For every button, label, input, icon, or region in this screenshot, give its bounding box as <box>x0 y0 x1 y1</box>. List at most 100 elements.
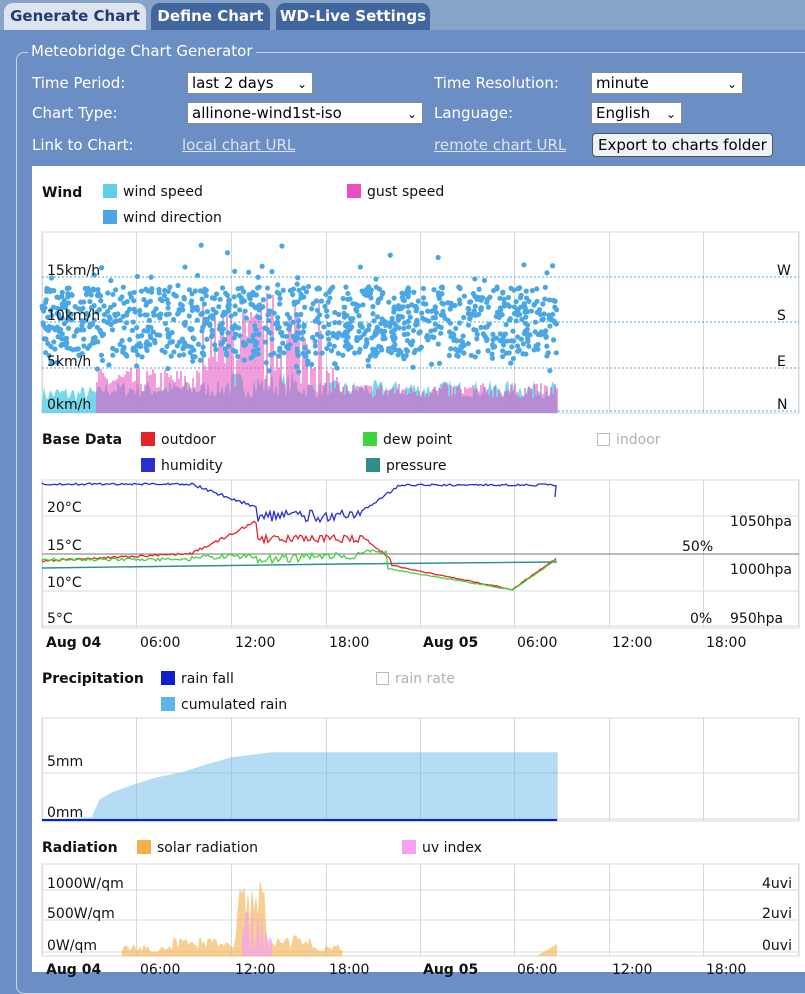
legend-wind-speed[interactable]: wind speed <box>103 184 203 200</box>
outdoor-line <box>41 520 557 591</box>
wind-direction-point <box>121 325 127 331</box>
wind-direction-point <box>242 308 248 314</box>
legend-uv-index[interactable]: uv index <box>402 840 482 856</box>
legend-wind-direction[interactable]: wind direction <box>103 210 222 226</box>
chart-type-select[interactable]: allinone-wind1st-iso ⌄ <box>187 102 423 124</box>
x-axis-tick: Aug 05 <box>423 962 479 978</box>
wind-direction-point <box>48 275 55 281</box>
chevron-down-icon: ⌄ <box>726 77 737 91</box>
wind-direction-point <box>132 309 138 315</box>
wind-direction-point <box>150 329 156 335</box>
wind-direction-point <box>280 340 286 346</box>
wind-direction-point <box>199 328 205 334</box>
legend-pressure[interactable]: pressure <box>366 458 446 474</box>
wind-direction-point <box>410 364 416 370</box>
x-axis-tick: Aug 04 <box>46 635 102 651</box>
legend-cumulated-rain[interactable]: cumulated rain <box>161 697 287 713</box>
wind-direction-point <box>363 292 369 299</box>
time-resolution-select[interactable]: minute ⌄ <box>591 72 743 94</box>
wind-direction-point <box>515 348 521 354</box>
wind-direction-point <box>412 303 418 310</box>
wind-direction-point <box>240 339 247 346</box>
wind-direction-point <box>319 350 325 356</box>
legend-rain-rate[interactable]: rain rate <box>376 671 455 687</box>
wind-direction-point <box>44 285 50 292</box>
wind-direction-point <box>534 298 540 304</box>
wind-direction-point <box>354 308 360 314</box>
wind-direction-point <box>232 311 238 317</box>
wind-direction-point <box>192 354 198 360</box>
wind-direction-point <box>176 352 182 358</box>
wind-direction-point <box>549 263 556 269</box>
wind-direction-point <box>251 332 257 338</box>
wind-direction-point <box>324 345 330 352</box>
wind-direction-point <box>246 269 252 275</box>
x-axis-tick: Aug 05 <box>423 635 479 651</box>
wind-direction-point <box>108 277 114 284</box>
wind-direction-point <box>194 307 201 313</box>
radiation-y-tick: 1000W/qm <box>47 876 124 892</box>
wind-direction-point <box>299 336 305 342</box>
wind-direction-point <box>505 294 512 301</box>
wind-direction-point <box>219 330 225 336</box>
wind-direction-point <box>472 303 478 309</box>
wind-direction-point <box>428 328 434 334</box>
pressure-y-tick: 1000hpa <box>730 562 792 578</box>
wind-direction-point <box>360 302 366 308</box>
local-chart-url-link[interactable]: local chart URL <box>182 136 296 154</box>
wind-direction-point <box>165 365 171 372</box>
wind-direction-point <box>182 264 188 270</box>
wind-direction-point <box>181 320 187 326</box>
wind-direction-point <box>300 285 307 291</box>
wind-direction-point <box>216 326 222 332</box>
legend-solar-radiation[interactable]: solar radiation <box>137 840 258 856</box>
wind-direction-point <box>296 369 302 375</box>
time-period-select[interactable]: last 2 days ⌄ <box>187 72 313 94</box>
wind-direction-point <box>317 333 323 339</box>
wind-direction-point <box>156 286 162 293</box>
x-axis-tick: 06:00 <box>140 962 181 978</box>
humidity-line <box>41 482 557 524</box>
tab-define-chart[interactable]: Define Chart <box>151 3 270 30</box>
legend-indoor[interactable]: indoor <box>597 432 661 448</box>
wind-direction-point <box>312 318 318 324</box>
wind-direction-point <box>291 301 298 308</box>
language-select[interactable]: English ⌄ <box>591 102 682 124</box>
wind-direction-point <box>389 315 395 321</box>
legend-dew-point[interactable]: dew point <box>363 432 452 448</box>
wind-direction-point <box>210 306 216 313</box>
wind-direction-point <box>446 352 452 359</box>
wind-direction-point <box>204 336 210 342</box>
tab-bar: Generate Chart Define Chart WD-Live Sett… <box>0 0 805 30</box>
wind-direction-point <box>531 302 537 308</box>
wind-direction-point <box>515 286 521 292</box>
wind-direction-point <box>465 340 471 347</box>
legend-humidity[interactable]: humidity <box>141 458 223 474</box>
tab-generate-chart[interactable]: Generate Chart <box>4 3 146 30</box>
legend-gust-speed[interactable]: gust speed <box>347 184 444 200</box>
wind-direction-point <box>108 321 114 328</box>
wind-direction-point <box>149 285 155 292</box>
export-to-charts-folder-button[interactable]: Export to charts folder <box>592 133 773 157</box>
wind-direction-point <box>112 311 118 317</box>
wind-direction-point <box>49 312 55 319</box>
wind-direction-point <box>497 311 503 317</box>
wind-direction-point <box>269 269 275 275</box>
wind-direction-point <box>551 318 557 324</box>
legend-outdoor[interactable]: outdoor <box>141 432 216 448</box>
uv-y-tick: 4uvi <box>762 876 792 892</box>
wind-direction-point <box>432 321 438 327</box>
wind-direction-point <box>521 262 527 268</box>
x-axis-tick: 12:00 <box>235 635 276 651</box>
wind-direction-point <box>269 336 275 342</box>
tab-wd-live-settings[interactable]: WD-Live Settings <box>276 3 430 30</box>
wind-direction-point <box>161 292 167 299</box>
wind-direction-point <box>484 299 490 305</box>
wind-direction-point <box>101 311 108 318</box>
wind-direction-point <box>262 339 268 345</box>
wind-direction-point <box>75 346 81 352</box>
legend-rain-fall[interactable]: rain fall <box>161 671 234 687</box>
wind-direction-point <box>94 324 100 331</box>
wind-direction-point <box>141 328 147 334</box>
remote-chart-url-link[interactable]: remote chart URL <box>434 136 567 154</box>
